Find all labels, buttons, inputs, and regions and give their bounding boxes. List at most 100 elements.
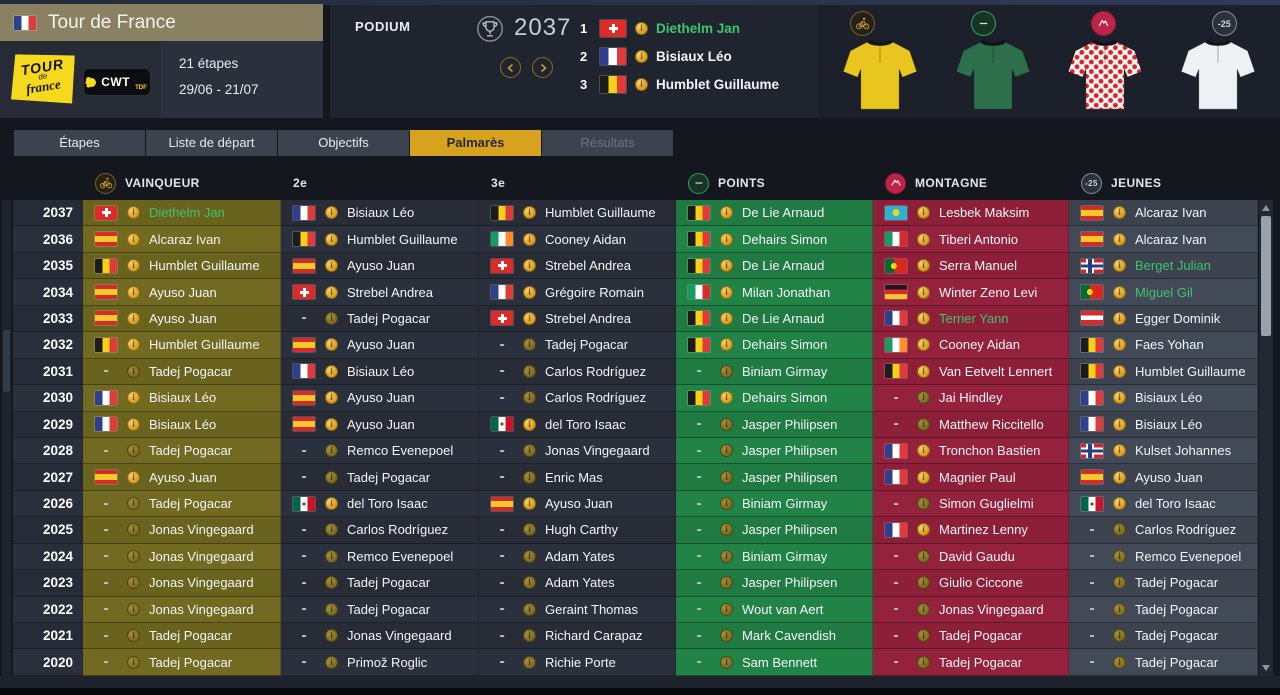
scroll-up-arrow[interactable] <box>1262 205 1270 211</box>
cell-jeunes[interactable]: i Humblet Guillaume <box>1069 358 1258 386</box>
podium-entry[interactable]: 2 i Bisiaux Léo <box>580 42 779 70</box>
cell-points[interactable]: i Dehairs Simon <box>676 385 873 412</box>
cell-vainqueur[interactable]: i Bisiaux Léo <box>83 385 281 412</box>
cell-vainqueur[interactable]: - i Jonas Vingegaard <box>83 596 281 623</box>
cell-montagne[interactable]: i Tiberi Antonio <box>873 226 1069 253</box>
cell-second[interactable]: - i Remco Evenepoel <box>281 543 479 571</box>
next-year-button[interactable] <box>532 57 553 78</box>
cell-second[interactable]: i Ayuso Juan <box>281 411 479 438</box>
cell-points[interactable]: - i Mark Cavendish <box>676 623 873 650</box>
cell-jeunes[interactable]: - i Tadej Pogacar <box>1069 649 1258 676</box>
palmares-row[interactable]: 2029 i Bisiaux Léo i Ayuso Juan i del Toro Isa… <box>13 411 1258 438</box>
cell-montagne[interactable]: - i Jai Hindley <box>873 385 1069 412</box>
palmares-row[interactable]: 2036 i Alcaraz Ivan i Humblet Guillaume i Coon… <box>13 226 1258 253</box>
cell-vainqueur[interactable]: i Diethelm Jan <box>83 200 281 227</box>
cell-second[interactable]: - i Tadej Pogacar <box>281 570 479 597</box>
cell-third[interactable]: - i Carlos Rodríguez <box>479 385 676 412</box>
cell-third[interactable]: i Strebel Andrea <box>479 305 676 333</box>
cell-montagne[interactable]: i Lesbek Maksim <box>873 200 1069 227</box>
cell-vainqueur[interactable]: - i Jonas Vingegaard <box>83 517 281 544</box>
palmares-row[interactable]: 2031 - i Tadej Pogacar i Bisiaux Léo - i Carlos … <box>13 358 1258 386</box>
cell-montagne[interactable]: i Magnier Paul <box>873 464 1069 491</box>
palmares-row[interactable]: 2037 i Diethelm Jan i Bisiaux Léo i Humblet Gu… <box>13 200 1258 227</box>
cell-jeunes[interactable]: i Ayuso Juan <box>1069 464 1258 491</box>
cell-second[interactable]: i Bisiaux Léo <box>281 200 479 227</box>
cell-jeunes[interactable]: - i Tadej Pogacar <box>1069 596 1258 623</box>
cell-vainqueur[interactable]: i Alcaraz Ivan <box>83 226 281 253</box>
cell-third[interactable]: - i Richie Porte <box>479 649 676 676</box>
cell-third[interactable]: i Cooney Aidan <box>479 226 676 253</box>
cell-second[interactable]: i Ayuso Juan <box>281 332 479 359</box>
cell-second[interactable]: i del Toro Isaac <box>281 490 479 518</box>
cell-vainqueur[interactable]: i Humblet Guillaume <box>83 252 281 280</box>
tab-objectifs[interactable]: Objectifs <box>278 130 409 156</box>
cell-vainqueur[interactable]: - i Tadej Pogacar <box>83 623 281 650</box>
palmares-row[interactable]: 2025 - i Jonas Vingegaard - i Carlos Rodríguez… <box>13 517 1258 544</box>
cell-points[interactable]: i Milan Jonathan <box>676 279 873 306</box>
cell-montagne[interactable]: - i Matthew Riccitello <box>873 411 1069 438</box>
cell-vainqueur[interactable]: - i Tadej Pogacar <box>83 358 281 386</box>
cell-third[interactable]: i del Toro Isaac <box>479 411 676 438</box>
cell-jeunes[interactable]: - i Tadej Pogacar <box>1069 623 1258 650</box>
cell-vainqueur[interactable]: i Bisiaux Léo <box>83 411 281 438</box>
cell-second[interactable]: i Humblet Guillaume <box>281 226 479 253</box>
cell-vainqueur[interactable]: - i Tadej Pogacar <box>83 649 281 676</box>
palmares-row[interactable]: 2030 i Bisiaux Léo i Ayuso Juan - i Carlos Rodr… <box>13 385 1258 412</box>
cell-second[interactable]: - i Jonas Vingegaard <box>281 623 479 650</box>
cell-points[interactable]: i Dehairs Simon <box>676 332 873 359</box>
cell-jeunes[interactable]: - i Remco Evenepoel <box>1069 543 1258 571</box>
cell-montagne[interactable]: - i Simon Guglielmi <box>873 490 1069 518</box>
cell-vainqueur[interactable]: i Ayuso Juan <box>83 464 281 491</box>
cell-points[interactable]: i De Lie Arnaud <box>676 200 873 227</box>
cell-jeunes[interactable]: i Alcaraz Ivan <box>1069 200 1258 227</box>
cell-points[interactable]: - i Jasper Philipsen <box>676 517 873 544</box>
palmares-row[interactable]: 2027 i Ayuso Juan - i Tadej Pogacar - i Enric Ma… <box>13 464 1258 491</box>
cell-jeunes[interactable]: i Faes Yohan <box>1069 332 1258 359</box>
cell-third[interactable]: - i Adam Yates <box>479 543 676 571</box>
cell-vainqueur[interactable]: - i Jonas Vingegaard <box>83 543 281 571</box>
cell-points[interactable]: i De Lie Arnaud <box>676 305 873 333</box>
cell-second[interactable]: - i Primož Roglic <box>281 649 479 676</box>
cell-third[interactable]: - i Tadej Pogacar <box>479 332 676 359</box>
cell-second[interactable]: i Ayuso Juan <box>281 252 479 280</box>
palmares-row[interactable]: 2023- i Jonas Vingegaard - i Tadej Pogacar - i A… <box>13 570 1258 597</box>
cell-montagne[interactable]: i Tronchon Bastien <box>873 437 1069 465</box>
tab-resultats[interactable]: Résultats <box>542 130 673 156</box>
palmares-row[interactable]: 2034 i Ayuso Juan i Strebel Andrea i Grégoire … <box>13 279 1258 306</box>
cell-second[interactable]: i Ayuso Juan <box>281 385 479 412</box>
cell-jeunes[interactable]: i Bisiaux Léo <box>1069 385 1258 412</box>
cell-second[interactable]: - i Remco Evenepoel <box>281 437 479 465</box>
cell-montagne[interactable]: i Serra Manuel <box>873 252 1069 280</box>
cell-jeunes[interactable]: i Berget Julian <box>1069 252 1258 280</box>
cell-second[interactable]: i Bisiaux Léo <box>281 358 479 386</box>
cell-jeunes[interactable]: i Miguel Gil <box>1069 279 1258 306</box>
cell-jeunes[interactable]: i Alcaraz Ivan <box>1069 226 1258 253</box>
cell-jeunes[interactable]: i del Toro Isaac <box>1069 490 1258 518</box>
palmares-row[interactable]: 2035 i Humblet Guillaume i Ayuso Juan i Strebe… <box>13 252 1258 280</box>
cell-third[interactable]: i Strebel Andrea <box>479 252 676 280</box>
cell-montagne[interactable]: i Cooney Aidan <box>873 332 1069 359</box>
cell-montagne[interactable]: - i Tadej Pogacar <box>873 649 1069 676</box>
cell-third[interactable]: - i Geraint Thomas <box>479 596 676 623</box>
left-scrollbar-thumb[interactable] <box>3 330 10 392</box>
cell-points[interactable]: - i Jasper Philipsen <box>676 437 873 465</box>
cell-third[interactable]: - i Richard Carapaz <box>479 623 676 650</box>
scroll-down-arrow[interactable] <box>1262 665 1270 671</box>
cell-third[interactable]: - i Jonas Vingegaard <box>479 437 676 465</box>
cell-jeunes[interactable]: i Egger Dominik <box>1069 305 1258 333</box>
palmares-row[interactable]: 2021- i Tadej Pogacar - i Jonas Vingegaard - i R… <box>13 623 1258 650</box>
cell-points[interactable]: - i Biniam Girmay <box>676 543 873 571</box>
cell-montagne[interactable]: - i Giulio Ciccone <box>873 570 1069 597</box>
prev-year-button[interactable] <box>500 57 521 78</box>
cell-third[interactable]: - i Enric Mas <box>479 464 676 491</box>
cell-montagne[interactable]: i Terrier Yann <box>873 305 1069 333</box>
cell-montagne[interactable]: i Van Eetvelt Lennert <box>873 358 1069 386</box>
cell-montagne[interactable]: i Winter Zeno Levi <box>873 279 1069 306</box>
cell-points[interactable]: - i Wout van Aert <box>676 596 873 623</box>
scrollbar-thumb[interactable] <box>1261 216 1271 336</box>
cell-jeunes[interactable]: - i Carlos Rodríguez <box>1069 517 1258 544</box>
cell-points[interactable]: i De Lie Arnaud <box>676 252 873 280</box>
cell-jeunes[interactable]: i Bisiaux Léo <box>1069 411 1258 438</box>
cell-vainqueur[interactable]: i Humblet Guillaume <box>83 332 281 359</box>
cell-second[interactable]: i Strebel Andrea <box>281 279 479 306</box>
